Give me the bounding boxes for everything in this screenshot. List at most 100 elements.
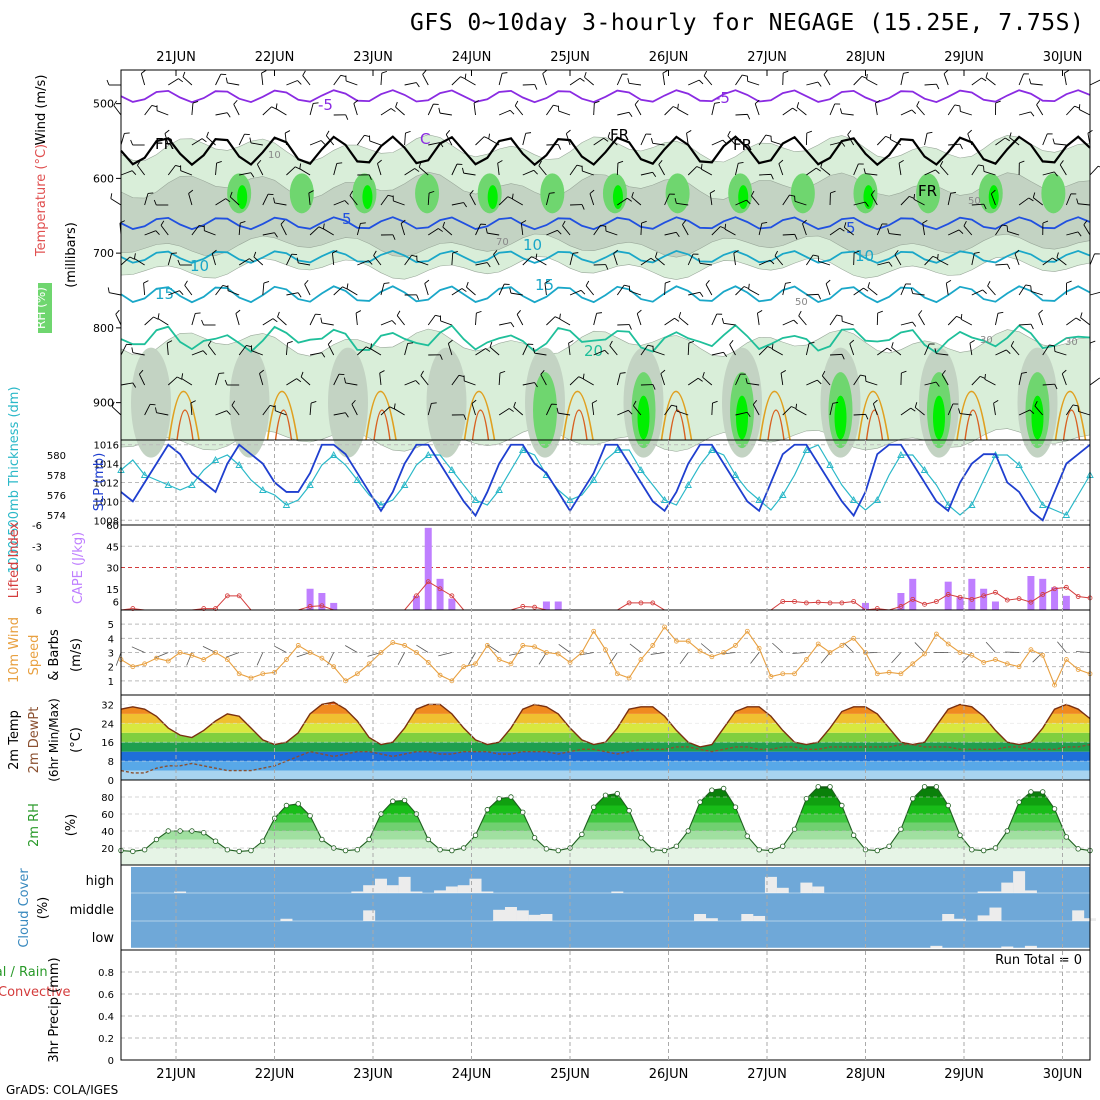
wind-barb xyxy=(569,252,579,266)
wind-barb-staff xyxy=(631,196,642,206)
wind-barb-flag xyxy=(1030,323,1034,330)
rh-point xyxy=(673,843,680,849)
wind-barb-flag xyxy=(1052,138,1055,144)
wind-barb-staff xyxy=(747,382,760,386)
wind-barb-staff xyxy=(238,134,245,146)
wind-barb-flag xyxy=(675,232,680,237)
wind-10m-barb-staff xyxy=(438,652,452,657)
wind-barb-flag xyxy=(959,143,963,150)
cloud-bar xyxy=(493,909,506,921)
wind-10m-barb-staff xyxy=(509,652,523,656)
wind-speed-point xyxy=(981,660,987,665)
wind-barb xyxy=(262,106,277,116)
wind-barb-staff xyxy=(167,376,178,386)
wind-barb-flag xyxy=(849,339,855,344)
wind-barb xyxy=(1042,220,1049,236)
cloud-bar xyxy=(457,885,470,893)
wind-barb xyxy=(493,250,500,266)
wind-barb-staff xyxy=(166,343,169,356)
rh-cell-mid xyxy=(415,173,440,214)
wind-barb-staff xyxy=(1080,317,1091,326)
wind-barb-staff xyxy=(546,316,556,326)
wind-barb-staff xyxy=(284,133,287,146)
wind-barb xyxy=(830,353,845,360)
wind-barb-staff xyxy=(1007,231,1020,236)
wind-barb xyxy=(140,69,146,86)
cape-tick-label: 60 xyxy=(106,521,119,532)
rh-band xyxy=(121,786,1090,789)
wind-10m-barb xyxy=(131,646,145,653)
wind-barb-staff xyxy=(422,74,429,86)
wind-barb-staff xyxy=(191,138,203,146)
wind-barb-staff xyxy=(300,376,311,386)
wind-barb-staff xyxy=(829,314,838,326)
wind-barb-staff xyxy=(867,287,878,296)
rh-point xyxy=(969,847,975,853)
wind-barb-flag xyxy=(463,202,467,208)
wind-barb-flag xyxy=(901,370,907,374)
wind-speed-point xyxy=(555,651,561,657)
wind-barb xyxy=(924,381,940,387)
wind-barb-flag xyxy=(445,130,451,135)
wind-barb xyxy=(1042,383,1058,390)
wind-barb-flag xyxy=(678,312,682,318)
wind-barb xyxy=(542,69,548,86)
wind-barb-flag xyxy=(164,129,170,134)
wind-barb-staff xyxy=(546,229,558,236)
wind-barb-staff xyxy=(259,373,264,386)
wind-barb-flag xyxy=(969,340,975,344)
wind-barb xyxy=(355,310,362,326)
wind-barb xyxy=(275,103,287,116)
wind-barb xyxy=(770,135,783,146)
wind-barb xyxy=(664,231,680,237)
wind-barb-staff xyxy=(168,290,180,296)
wind-barb xyxy=(296,257,311,266)
wind-barb xyxy=(238,258,254,266)
wind-barb xyxy=(320,317,334,326)
wind-barb xyxy=(215,410,231,416)
wind-barb-staff xyxy=(404,168,415,176)
wind-barb-staff xyxy=(1031,291,1043,296)
wind-barb-flag xyxy=(538,160,542,166)
wind-barb xyxy=(522,169,538,176)
wind-barb xyxy=(711,139,727,146)
li-tick-label: -3 xyxy=(32,542,42,553)
wind-barb-flag xyxy=(934,348,937,354)
wind-barb-flag xyxy=(834,103,841,105)
wind-barb-staff xyxy=(451,202,464,206)
cloud-bar xyxy=(741,914,754,921)
cloud-unit: (%) xyxy=(36,897,51,920)
wind-barb-flag xyxy=(147,192,154,194)
wind-barb xyxy=(424,279,430,296)
lifted-index-point xyxy=(945,592,951,597)
wind-barb-flag xyxy=(225,77,228,84)
cloud-bar xyxy=(942,914,955,921)
wind-barb-staff xyxy=(1042,133,1048,146)
wind-barb-staff xyxy=(947,104,956,116)
wind-barb-flag xyxy=(364,134,370,138)
wind-barb-staff xyxy=(138,374,146,386)
wind-barb xyxy=(286,80,302,86)
wind-barb-staff xyxy=(1038,313,1044,326)
rh-point xyxy=(366,836,372,843)
wind-barb-staff xyxy=(522,169,535,176)
wind-barb-staff xyxy=(993,403,996,416)
wind-speed-point xyxy=(591,628,597,634)
wind-barb-flag xyxy=(304,279,309,285)
wind-barb-staff xyxy=(1042,257,1053,266)
wind-barb-staff xyxy=(711,103,715,116)
wind-barb-staff xyxy=(629,290,642,296)
lifted-index-point xyxy=(933,599,939,604)
wind-barb-staff xyxy=(655,256,665,266)
wind-barb-flag xyxy=(669,193,675,195)
wind-barb xyxy=(404,380,420,386)
rh-point xyxy=(449,847,455,854)
wind-barb-staff xyxy=(616,73,623,86)
wind-barb-staff xyxy=(239,172,252,176)
temp-band xyxy=(121,770,1090,780)
wind-barb xyxy=(806,254,819,266)
wind-barb-flag xyxy=(295,166,301,170)
date-label-bottom: 24JUN xyxy=(452,1067,492,1082)
wind-barb xyxy=(758,222,768,236)
wind-barb-staff xyxy=(971,164,979,176)
